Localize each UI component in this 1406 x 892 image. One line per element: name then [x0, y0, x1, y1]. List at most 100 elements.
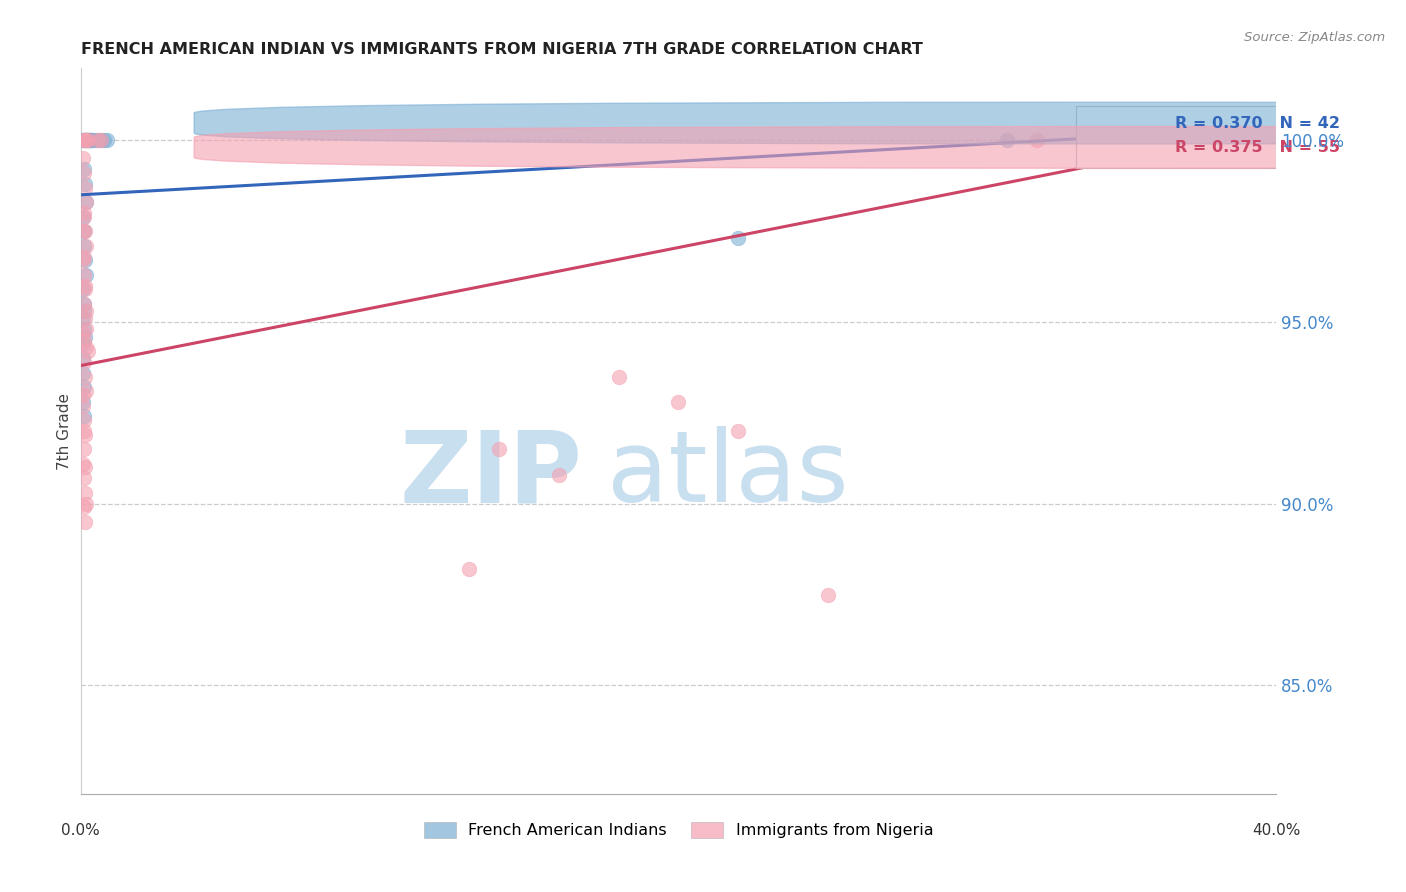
FancyBboxPatch shape	[1076, 106, 1406, 168]
Point	[72, 133, 94, 147]
FancyBboxPatch shape	[194, 127, 1406, 169]
Point	[727, 231, 749, 245]
Point	[1116, 133, 1139, 147]
Point	[73, 206, 96, 220]
Point	[73, 515, 96, 529]
Point	[72, 355, 94, 369]
Point	[72, 457, 94, 471]
Point	[72, 399, 94, 413]
Text: 40.0%: 40.0%	[1253, 823, 1301, 838]
Point	[76, 322, 98, 336]
Point	[75, 384, 97, 398]
Point	[73, 424, 96, 438]
Point	[75, 485, 97, 500]
Point	[72, 380, 94, 394]
Text: 0.0%: 0.0%	[60, 823, 100, 838]
Point	[76, 340, 98, 354]
Point	[79, 133, 101, 147]
Point	[72, 162, 94, 177]
Point	[76, 133, 98, 147]
Point	[80, 133, 103, 147]
Point	[72, 351, 94, 366]
Point	[72, 336, 94, 351]
Point	[76, 133, 98, 147]
Text: Source: ZipAtlas.com: Source: ZipAtlas.com	[1244, 31, 1385, 45]
Point	[458, 562, 481, 576]
Point	[72, 500, 94, 515]
Point	[72, 322, 94, 336]
Point	[76, 133, 98, 147]
Point	[73, 224, 96, 238]
Point	[87, 133, 110, 147]
Point	[72, 253, 94, 268]
Point	[547, 467, 569, 482]
Point	[73, 268, 96, 282]
Point	[76, 195, 98, 210]
Point	[76, 268, 98, 282]
Point	[72, 333, 94, 347]
Point	[75, 133, 97, 147]
Text: R = 0.370   N = 42: R = 0.370 N = 42	[1175, 116, 1340, 130]
Point	[79, 133, 101, 147]
Point	[93, 133, 115, 147]
Point	[79, 133, 101, 147]
Point	[73, 369, 96, 384]
FancyBboxPatch shape	[194, 103, 1406, 144]
Point	[817, 587, 839, 601]
Point	[72, 387, 94, 401]
Point	[668, 395, 690, 409]
Point	[73, 278, 96, 293]
Point	[76, 195, 98, 210]
Point	[72, 311, 94, 326]
Point	[72, 297, 94, 311]
Point	[73, 177, 96, 191]
Point	[75, 460, 97, 475]
Y-axis label: 7th Grade: 7th Grade	[58, 392, 72, 469]
Point	[72, 210, 94, 224]
Point	[1205, 133, 1227, 147]
Point	[73, 253, 96, 268]
Text: ZIP: ZIP	[399, 426, 583, 523]
Text: R = 0.375   N = 55: R = 0.375 N = 55	[1175, 140, 1340, 155]
Point	[96, 133, 118, 147]
Point	[75, 180, 97, 194]
Text: atlas: atlas	[607, 426, 848, 523]
Point	[607, 369, 630, 384]
Point	[77, 133, 100, 147]
Point	[77, 344, 100, 359]
Point	[73, 166, 96, 180]
Point	[77, 133, 100, 147]
Point	[73, 311, 96, 326]
Point	[73, 329, 96, 343]
Point	[73, 133, 96, 147]
Point	[90, 133, 112, 147]
Point	[73, 409, 96, 424]
Point	[72, 238, 94, 252]
Point	[73, 471, 96, 485]
Point	[73, 133, 96, 147]
Point	[1236, 133, 1258, 147]
Text: FRENCH AMERICAN INDIAN VS IMMIGRANTS FROM NIGERIA 7TH GRADE CORRELATION CHART: FRENCH AMERICAN INDIAN VS IMMIGRANTS FRO…	[80, 42, 922, 57]
Point	[87, 133, 110, 147]
Point	[77, 133, 100, 147]
Point	[73, 133, 96, 147]
Point	[72, 282, 94, 296]
Point	[488, 442, 510, 457]
Point	[75, 304, 97, 318]
Point	[72, 366, 94, 380]
Point	[72, 304, 94, 318]
Point	[72, 133, 94, 147]
Point	[72, 250, 94, 264]
Point	[72, 133, 94, 147]
Point	[73, 224, 96, 238]
Point	[76, 133, 98, 147]
Point	[72, 297, 94, 311]
Point	[72, 442, 94, 457]
Point	[76, 497, 98, 511]
Point	[72, 152, 94, 166]
Point	[72, 326, 94, 340]
Point	[72, 210, 94, 224]
Point	[75, 133, 97, 147]
Point	[84, 133, 107, 147]
Point	[72, 395, 94, 409]
